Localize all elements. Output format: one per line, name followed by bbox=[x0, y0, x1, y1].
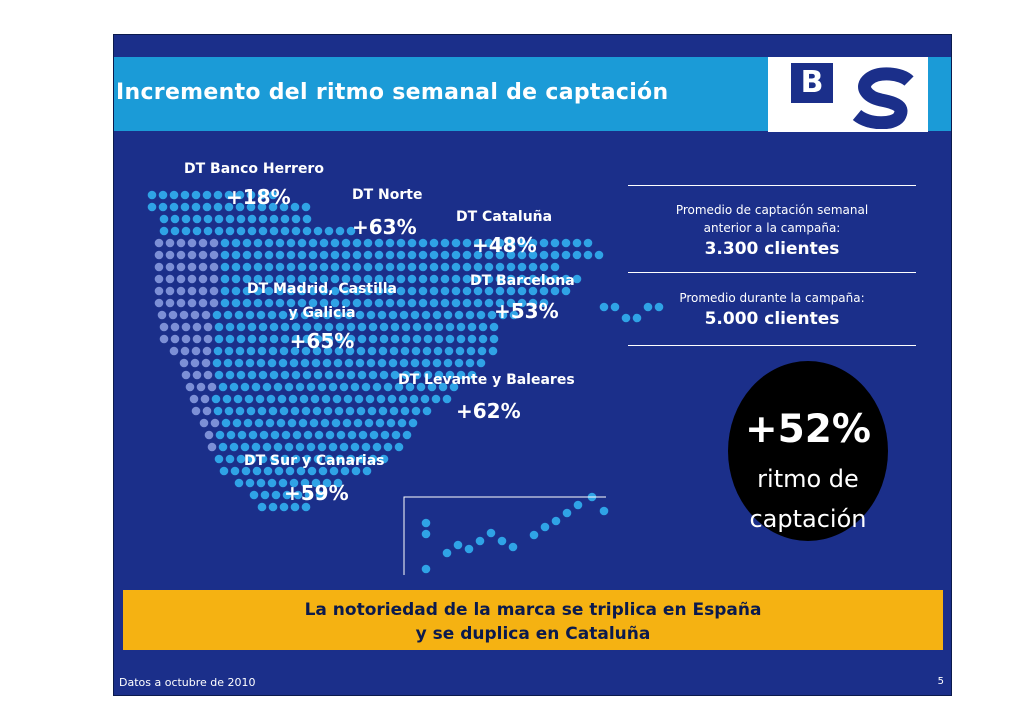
region-sur-label: DT Sur y Canarias bbox=[244, 453, 385, 469]
island-dots bbox=[421, 302, 664, 574]
region-norte-pct: +63% bbox=[352, 215, 417, 239]
region-banco-herrero-label: DT Banco Herrero bbox=[184, 161, 324, 177]
banner-line-1: La notoriedad de la marca se triplica en… bbox=[304, 600, 762, 620]
stat-before-caption-1: Promedio de captación semanal bbox=[675, 203, 869, 217]
stat-during-caption: Promedio durante la campaña: bbox=[679, 291, 865, 305]
region-sur-pct: +59% bbox=[284, 481, 349, 505]
portugal-dots bbox=[154, 238, 220, 452]
region-cataluna-pct: +48% bbox=[472, 233, 537, 257]
stats-divider-bottom bbox=[628, 345, 916, 346]
highlight-line-2: captación bbox=[749, 505, 867, 533]
canary-inset-frame bbox=[403, 496, 606, 575]
stats-divider-top bbox=[628, 185, 916, 186]
banner-line-2: y se duplica en Cataluña bbox=[415, 624, 651, 644]
stat-during-value: 5.000 clientes bbox=[704, 309, 840, 329]
stats-divider-middle bbox=[628, 272, 916, 273]
region-levante-pct: +62% bbox=[456, 399, 521, 423]
stat-before-value: 3.300 clientes bbox=[704, 239, 840, 259]
page-number: 5 bbox=[937, 676, 944, 687]
slide-title: Incremento del ritmo semanal de captació… bbox=[116, 80, 669, 105]
map-dots bbox=[147, 190, 604, 512]
region-norte-label: DT Norte bbox=[352, 187, 423, 203]
region-banco-herrero-pct: +18% bbox=[226, 185, 291, 209]
highlight-pct: +52% bbox=[744, 407, 872, 452]
spain-dot-map bbox=[147, 190, 664, 575]
region-madrid-label-2: y Galicia bbox=[288, 305, 356, 321]
region-barcelona-label: DT Barcelona bbox=[470, 273, 575, 289]
logo-b-icon: B bbox=[791, 63, 833, 103]
footer-note: Datos a octubre de 2010 bbox=[119, 676, 256, 689]
region-cataluna-label: DT Cataluña bbox=[456, 209, 553, 225]
conclusion-banner: La notoriedad de la marca se triplica en… bbox=[123, 590, 943, 650]
region-barcelona-pct: +53% bbox=[494, 299, 559, 323]
highlight-line-1: ritmo de bbox=[757, 465, 859, 493]
region-madrid-pct: +65% bbox=[289, 329, 355, 353]
highlight-bubble bbox=[728, 361, 888, 541]
region-madrid-label-1: DT Madrid, Castilla bbox=[247, 281, 397, 297]
stat-before-caption-2: anterior a la campaña: bbox=[703, 221, 841, 235]
slide: Incremento del ritmo semanal de captació… bbox=[113, 34, 952, 696]
logo-s-icon bbox=[852, 67, 914, 129]
region-levante-label: DT Levante y Baleares bbox=[398, 372, 575, 388]
bank-logo: B bbox=[768, 57, 928, 132]
